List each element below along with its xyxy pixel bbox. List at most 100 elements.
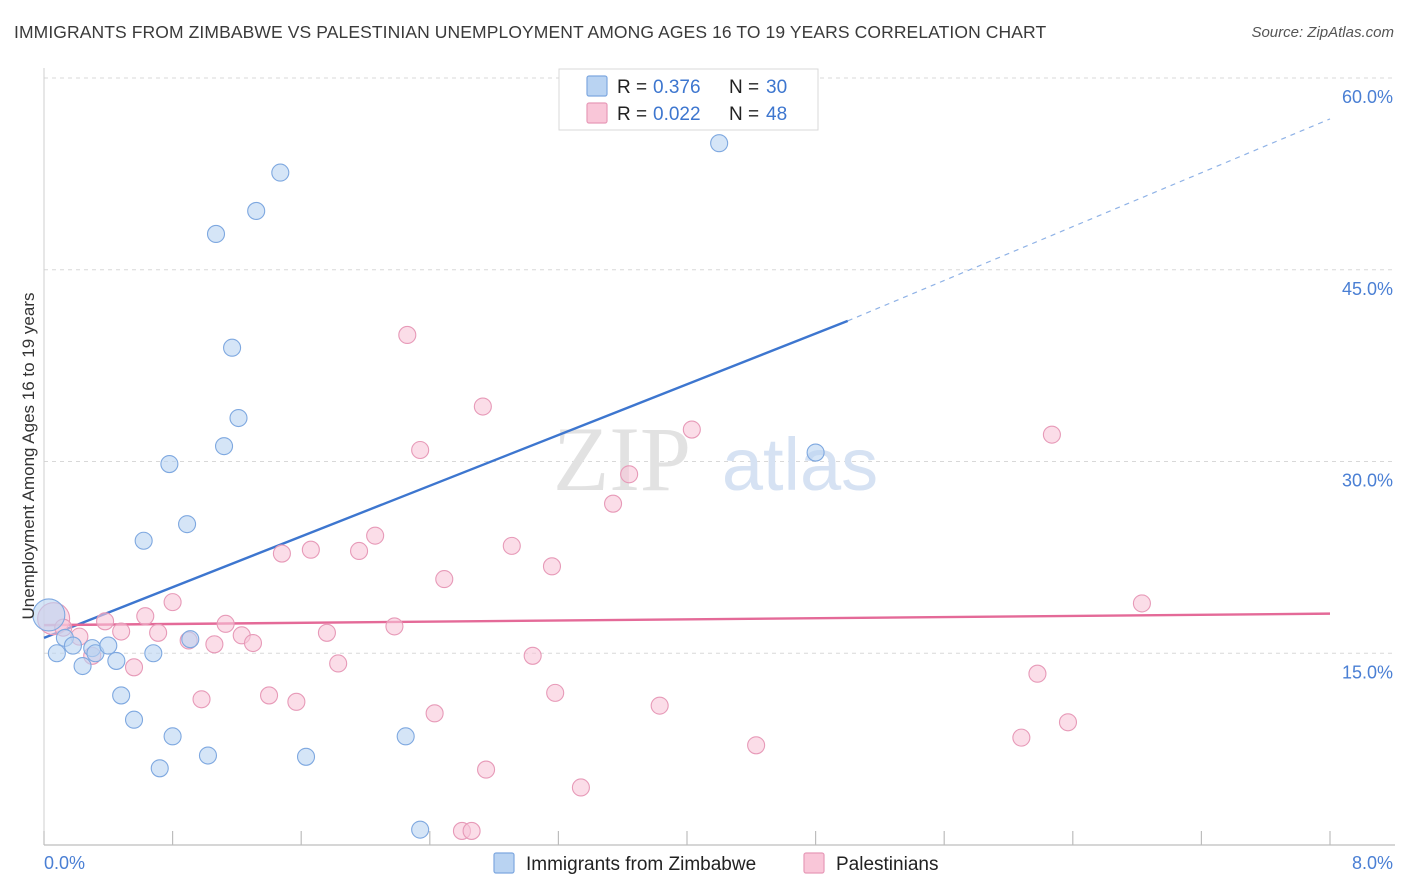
series-palestinians-points [37,325,1151,840]
palestinians-point [604,494,623,513]
legend-swatch-zimbabwe [586,75,608,97]
zimbabwe-point [181,630,200,649]
palestinians-point [272,544,291,563]
palestinians-point [317,623,336,642]
gridlines [44,77,1395,654]
zimbabwe-point [163,727,182,746]
zimbabwe-point [63,636,82,655]
zimbabwe-point [160,455,179,474]
palestinians-point [301,540,320,559]
palestinians-point [243,633,263,653]
palestinians-point [1028,664,1047,683]
zimbabwe-point [73,656,92,676]
palestinians-point [398,325,417,344]
zimbabwe-point [229,408,248,428]
y-tick-label-15: 15.0% [1342,662,1393,682]
chart-title: IMMIGRANTS FROM ZIMBABWE VS PALESTINIAN … [14,22,1047,42]
zimbabwe-point [99,636,118,655]
palestinians-point [523,646,542,665]
palestinians-point [542,557,562,576]
palestinians-point [682,420,701,439]
legend-r-label-1: R = [617,77,647,98]
watermark-zip: ZIP [553,408,691,510]
zimbabwe-point [214,437,234,456]
palestinians-point [425,704,444,723]
legend-swatch-palestinians [586,102,608,124]
zimbabwe-point [198,746,218,765]
palestinians-point [620,465,639,484]
palestinians-point [1132,594,1151,613]
palestinians-point [259,686,279,705]
bottom-legend-label-palestinians: Palestinians [836,854,938,875]
palestinians-point [149,623,168,642]
y-tick-label-30: 30.0% [1342,471,1393,491]
legend-r-label-2: R = [617,104,647,125]
zimbabwe-point [124,710,144,729]
watermark-atlas: atlas [722,423,878,506]
palestinians-point [502,536,521,555]
palestinians-point [124,658,144,677]
y-tick-labels: 15.0% 30.0% 45.0% 60.0% [1342,87,1393,682]
bottom-legend-label-zimbabwe: Immigrants from Zimbabwe [526,854,756,875]
zimbabwe-point [411,820,430,839]
palestinians-point [192,690,211,709]
zimbabwe-point [107,651,126,670]
palestinians-point [112,622,131,641]
palestinians-point [216,614,235,633]
palestinians-point [571,778,590,797]
palestinians-point [385,617,404,636]
bottom-legend-swatch-zimbabwe [493,852,515,874]
palestinians-point [747,736,766,755]
legend-n-value-1: 30 [766,77,787,98]
zimbabwe-point [710,134,729,153]
zimbabwe-point [150,759,169,778]
x-tick-label-min: 0.0% [44,853,85,873]
palestinians-point [1058,713,1078,732]
palestinians-point [411,440,430,460]
zimbabwe-point [396,727,415,746]
palestinians-point [462,821,481,840]
trend-line-zimbabwe [43,319,849,640]
palestinians-point [435,570,454,589]
palestinians-point [1012,728,1031,747]
legend-r-value-1: 0.376 [653,77,701,98]
trend-line-zimbabwe-extension [847,118,1331,322]
zimbabwe-point [806,443,825,462]
palestinians-point [96,612,115,631]
palestinians-point [473,397,492,416]
legend-r-value-2: 0.022 [653,104,701,125]
axes [43,68,1395,846]
palestinians-point [366,526,385,545]
zimbabwe-point [206,224,226,244]
y-axis-label: Unemployment Among Ages 16 to 19 years [19,293,38,620]
zimbabwe-point [47,644,66,663]
palestinians-point [163,593,182,612]
palestinians-point [287,692,306,711]
zimbabwe-point [134,531,153,550]
palestinians-point [650,696,669,715]
legend-box: R = 0.376 N = 30 R = 0.022 N = 48 [558,68,819,131]
zimbabwe-point [223,338,242,357]
palestinians-point [1042,425,1061,444]
bottom-legend: Immigrants from Zimbabwe Palestinians [493,852,938,875]
palestinians-point [477,760,496,779]
zimbabwe-point [112,686,131,705]
trend-line-palestinians [43,612,1331,627]
series-zimbabwe-points [32,134,825,839]
legend-n-value-2: 48 [766,104,787,125]
zimbabwe-point [296,747,316,766]
palestinians-point [136,607,155,626]
zimbabwe-point [144,644,163,663]
palestinians-point [329,654,348,673]
trend-lines [43,118,1331,640]
palestinians-point [205,635,224,654]
x-tick-label-max: 8.0% [1352,853,1393,873]
y-tick-label-60: 60.0% [1342,87,1393,107]
zimbabwe-point [178,515,197,534]
zimbabwe-point [271,163,290,182]
legend-n-label-1: N = [729,77,759,98]
source-credit: Source: ZipAtlas.com [1251,24,1394,41]
palestinians-point [546,683,565,702]
y-tick-label-45: 45.0% [1342,279,1393,299]
